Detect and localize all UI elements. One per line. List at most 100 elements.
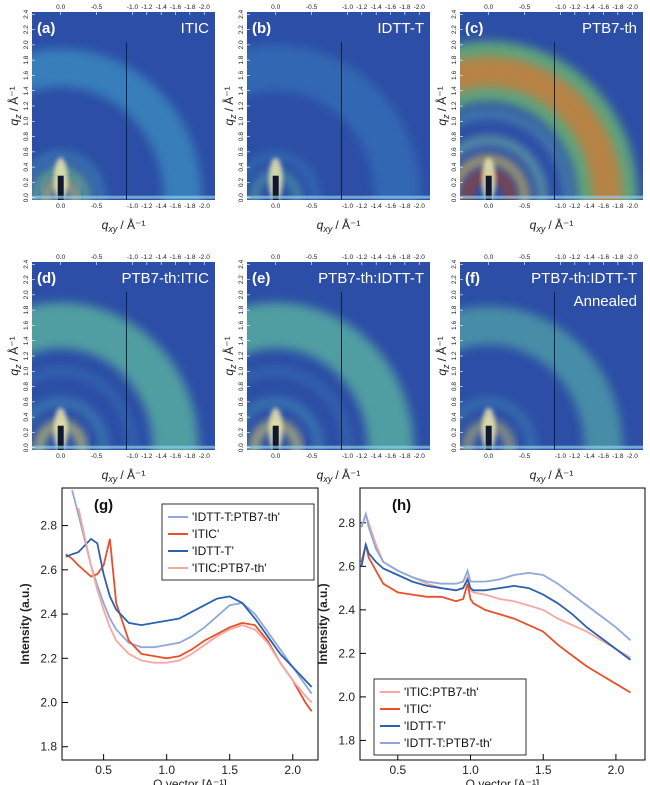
axis-unit: / Å⁻¹	[434, 86, 449, 111]
panel-label: (d)	[37, 270, 56, 287]
axis-subscript: xy	[535, 224, 546, 234]
data-line	[360, 541, 632, 661]
x-axis-label: Q vector [A⁻¹]	[153, 777, 227, 785]
legend-label: 'ITIC:PTB7-th'	[192, 561, 267, 575]
x-tick-label: -0.5	[306, 4, 318, 11]
y-tick-label: 0.4	[238, 162, 245, 171]
x-tick-label: -2.0	[627, 254, 639, 261]
y-tick-label: 1.8	[451, 305, 458, 314]
x-tick-label: -1.0	[342, 4, 354, 11]
y-tick-label: 0.0	[23, 443, 30, 452]
beam-stop	[57, 175, 64, 200]
x-tick-label: 1.0	[158, 763, 175, 777]
panel-label: (g)	[94, 497, 113, 514]
y-tick-label: 1.6	[238, 71, 245, 80]
x-tick-label: -1.2	[141, 203, 153, 210]
y-tick-label: 0.6	[238, 397, 245, 406]
horizon-band	[247, 445, 430, 449]
beam-stop	[272, 425, 279, 450]
y-tick-label: 0.4	[451, 412, 458, 421]
x-tick-label: 1.0	[462, 763, 479, 777]
x-axis-label: qxy / Å⁻¹	[317, 217, 361, 234]
x-tick-label: -0.5	[91, 453, 103, 460]
legend-label: 'ITIC'	[404, 702, 431, 716]
panel-label: (c)	[465, 20, 483, 37]
y-tick-label: 0.2	[23, 178, 30, 187]
panel-subtitle: Annealed	[574, 293, 637, 310]
x-tick-label: -1.2	[356, 4, 368, 11]
y-axis-label: qz / Å⁻¹	[221, 86, 238, 125]
y-tick-label: 0.2	[23, 428, 30, 437]
axis-symbol: q	[530, 218, 537, 232]
y-tick-label: 2.0	[451, 40, 458, 49]
y-tick-label: 0.0	[451, 193, 458, 202]
y-tick-label: 2.2	[40, 651, 57, 665]
y-tick-label: 1.6	[238, 321, 245, 330]
x-tick-label: -1.2	[569, 254, 581, 261]
axis-subscript: z	[13, 364, 23, 370]
x-tick-label: -1.2	[141, 453, 153, 460]
panel-title: PTB7-th:IDTT-T	[318, 270, 424, 287]
x-tick-label: -1.8	[399, 4, 411, 11]
x-tick-label: -1.8	[184, 453, 196, 460]
x-axis-label: qxy / Å⁻¹	[530, 217, 574, 234]
x-tick-label: -1.8	[399, 453, 411, 460]
x-tick-label: -0.5	[91, 203, 103, 210]
y-tick-label: 2.0	[23, 40, 30, 49]
y-tick-label: 0.6	[23, 147, 30, 156]
data-line	[360, 510, 632, 641]
y-tick-label: 2.0	[451, 290, 458, 299]
x-tick-label: -1.0	[127, 203, 139, 210]
y-tick-label: 0.8	[23, 382, 30, 391]
axis-symbol: q	[530, 468, 537, 482]
x-tick-label: 0.0	[56, 4, 65, 11]
horizon-band	[460, 195, 643, 199]
x-axis-label: qxy / Å⁻¹	[530, 467, 574, 484]
y-tick-label: 0.2	[238, 178, 245, 187]
legend-label: 'IDTT-T:PTB7-th'	[192, 510, 280, 524]
axis-subscript: z	[441, 364, 451, 370]
axis-unit: / Å⁻¹	[434, 336, 449, 361]
y-tick-label: 0.6	[238, 147, 245, 156]
x-tick-label: -1.2	[356, 203, 368, 210]
axis-unit: / Å⁻¹	[548, 217, 573, 232]
y-tick-label: 0.4	[238, 412, 245, 421]
beam-stop	[57, 425, 64, 450]
axis-unit: / Å⁻¹	[335, 217, 360, 232]
axis-symbol: q	[222, 369, 236, 376]
x-tick-label: -0.5	[91, 254, 103, 261]
x-tick-label: -1.2	[356, 254, 368, 261]
x-tick-label: -2.0	[414, 4, 426, 11]
axis-symbol: q	[317, 218, 324, 232]
y-tick-label: 1.6	[23, 71, 30, 80]
y-tick-label: 1.2	[23, 101, 30, 110]
y-tick-label: 2.4	[451, 259, 458, 268]
x-tick-label: -1.0	[127, 254, 139, 261]
x-tick-label: -1.4	[371, 203, 383, 210]
y-tick-label: 0.8	[238, 132, 245, 141]
y-tick-label: 0.2	[238, 428, 245, 437]
x-tick-label: -1.6	[170, 453, 182, 460]
axis-subscript: xy	[535, 474, 546, 484]
x-tick-label: -1.2	[569, 453, 581, 460]
x-tick-label: -0.5	[91, 4, 103, 11]
x-tick-label: -1.2	[569, 4, 581, 11]
giwaxs-image	[247, 262, 430, 450]
x-tick-label: -0.5	[306, 203, 318, 210]
y-tick-label: 2.6	[338, 559, 355, 573]
y-tick-label: 2.2	[238, 25, 245, 34]
giwaxs-image	[32, 262, 215, 450]
x-tick-label: -1.8	[184, 254, 196, 261]
axis-unit: / Å⁻¹	[120, 467, 145, 482]
y-tick-label: 1.6	[451, 321, 458, 330]
x-tick-label: 2.0	[284, 763, 301, 777]
y-tick-label: 2.8	[338, 516, 355, 530]
y-tick-label: 2.4	[451, 9, 458, 18]
y-tick-label: 0.2	[451, 178, 458, 187]
y-tick-label: 2.0	[338, 690, 355, 704]
axis-symbol: q	[435, 369, 449, 376]
x-tick-label: 0.0	[56, 453, 65, 460]
y-tick-label: 2.2	[451, 25, 458, 34]
y-tick-label: 1.2	[238, 351, 245, 360]
